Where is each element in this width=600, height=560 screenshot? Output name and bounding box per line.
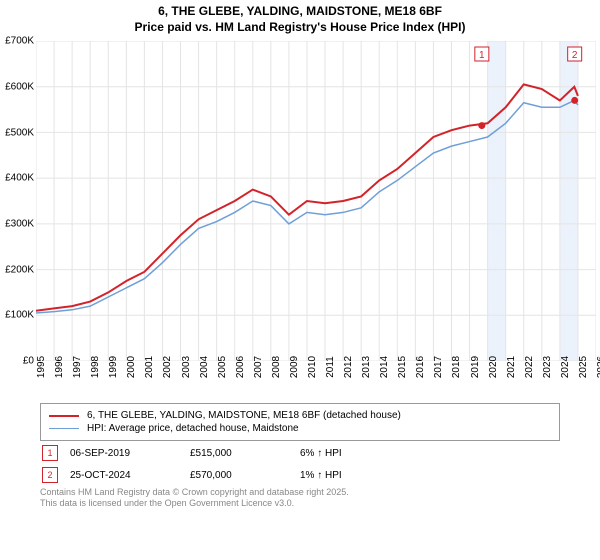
x-tick-label: 2010 <box>307 356 318 378</box>
x-tick-label: 2000 <box>126 356 137 378</box>
x-tick-label: 2017 <box>433 356 444 378</box>
x-tick-label: 2024 <box>560 356 571 378</box>
legend-row: HPI: Average price, detached house, Maid… <box>49 423 551 434</box>
x-tick-label: 2001 <box>144 356 155 378</box>
data-row-marker: 1 <box>42 445 58 461</box>
x-tick-label: 2008 <box>271 356 282 378</box>
svg-text:2: 2 <box>572 50 578 61</box>
x-tick-label: 2021 <box>506 356 517 378</box>
x-tick-label: 2003 <box>181 356 192 378</box>
footer-line-2: This data is licensed under the Open Gov… <box>40 498 560 509</box>
data-row-date: 06-SEP-2019 <box>70 448 190 459</box>
x-tick-label: 1996 <box>54 356 65 378</box>
y-tick-label: £600K <box>5 81 34 92</box>
svg-text:1: 1 <box>479 50 485 61</box>
footer: Contains HM Land Registry data © Crown c… <box>40 487 560 509</box>
x-tick-label: 1995 <box>36 356 47 378</box>
y-tick-label: £500K <box>5 127 34 138</box>
x-tick-label: 2005 <box>217 356 228 378</box>
y-tick-label: £100K <box>5 310 34 321</box>
x-tick-label: 2025 <box>578 356 589 378</box>
legend-swatch <box>49 428 79 430</box>
y-tick-label: £200K <box>5 264 34 275</box>
x-tick-label: 2011 <box>325 356 336 378</box>
x-tick-label: 1999 <box>108 356 119 378</box>
x-tick-label: 2026 <box>596 356 600 378</box>
data-row-date: 25-OCT-2024 <box>70 470 190 481</box>
x-tick-label: 2015 <box>397 356 408 378</box>
x-tick-label: 1997 <box>72 356 83 378</box>
y-tick-label: £400K <box>5 173 34 184</box>
chart-area: 12 £0£100K£200K£300K£400K£500K£600K£700K… <box>0 41 600 401</box>
legend-swatch <box>49 415 79 417</box>
y-tick-label: £300K <box>5 219 34 230</box>
title-address: 6, THE GLEBE, YALDING, MAIDSTONE, ME18 6… <box>0 4 600 20</box>
data-row-delta: 6% ↑ HPI <box>300 448 560 459</box>
title-block: 6, THE GLEBE, YALDING, MAIDSTONE, ME18 6… <box>0 0 600 35</box>
x-tick-label: 2012 <box>343 356 354 378</box>
x-tick-label: 2002 <box>162 356 173 378</box>
chart-container: 6, THE GLEBE, YALDING, MAIDSTONE, ME18 6… <box>0 0 600 509</box>
legend: 6, THE GLEBE, YALDING, MAIDSTONE, ME18 6… <box>40 403 560 441</box>
chart-svg: 12 <box>36 41 596 361</box>
x-tick-label: 2023 <box>542 356 553 378</box>
x-tick-label: 2022 <box>524 356 535 378</box>
x-tick-label: 2016 <box>415 356 426 378</box>
legend-label: HPI: Average price, detached house, Maid… <box>87 423 299 434</box>
data-row-price: £515,000 <box>190 448 300 459</box>
y-tick-label: £700K <box>5 36 34 47</box>
legend-label: 6, THE GLEBE, YALDING, MAIDSTONE, ME18 6… <box>87 410 401 421</box>
y-tick-label: £0 <box>23 356 34 367</box>
data-table: 1 06-SEP-2019£515,0006% ↑ HPI 2 25-OCT-2024… <box>40 445 560 483</box>
x-tick-label: 2013 <box>361 356 372 378</box>
x-tick-label: 2004 <box>199 356 210 378</box>
x-tick-label: 2006 <box>235 356 246 378</box>
footer-line-1: Contains HM Land Registry data © Crown c… <box>40 487 560 498</box>
title-subtitle: Price paid vs. HM Land Registry's House … <box>0 20 600 36</box>
data-row-marker: 2 <box>42 467 58 483</box>
legend-row: 6, THE GLEBE, YALDING, MAIDSTONE, ME18 6… <box>49 410 551 421</box>
x-tick-label: 2019 <box>470 356 481 378</box>
x-tick-label: 2007 <box>253 356 264 378</box>
x-tick-label: 1998 <box>90 356 101 378</box>
x-tick-label: 2018 <box>451 356 462 378</box>
x-tick-label: 2009 <box>289 356 300 378</box>
x-tick-label: 2014 <box>379 356 390 378</box>
data-row-delta: 1% ↑ HPI <box>300 470 560 481</box>
x-tick-label: 2020 <box>488 356 499 378</box>
data-row-price: £570,000 <box>190 470 300 481</box>
